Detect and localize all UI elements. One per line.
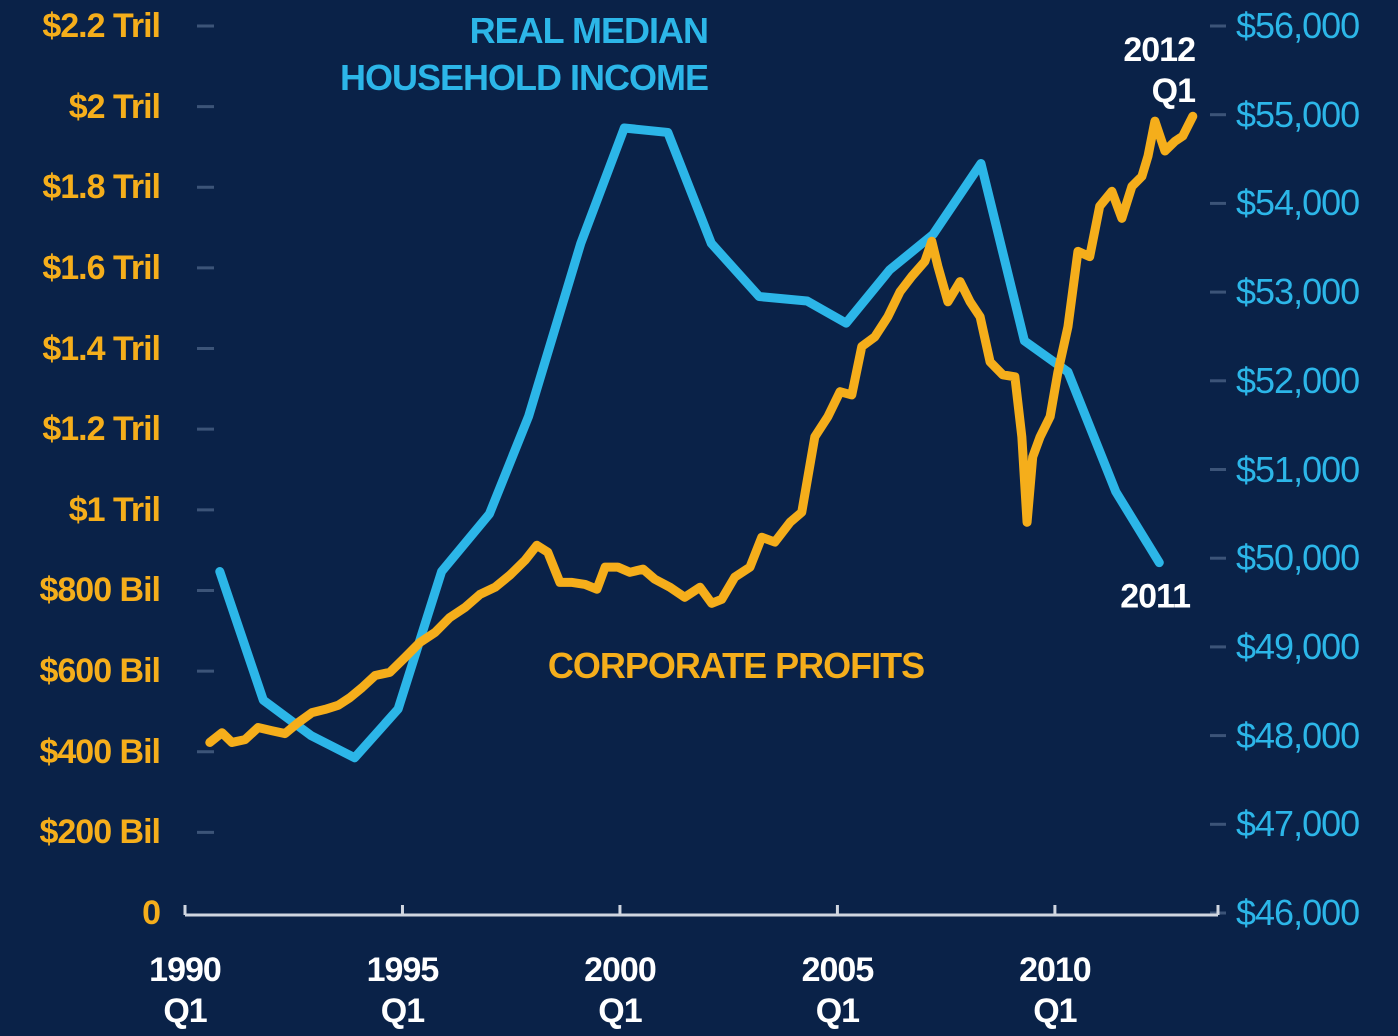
y-tick-label: $400 Bil [39,732,161,771]
y-tick-label: $1.4 Tril [42,329,161,368]
x-tick-label: 1990 Q1 [149,951,222,1030]
series-line [215,123,1164,763]
y-tick-label: $600 Bil [39,652,161,691]
x-tick-label: 2005 Q1 [801,951,875,1030]
y2-tick-label: $51,000 [1236,448,1360,490]
y-tick-label: $1.2 Tril [42,410,161,449]
y-tick-label: $1 Tril [68,490,161,529]
x-tick-label: 2000 Q1 [584,951,657,1030]
y-tick-label: $1.6 Tril [42,248,161,287]
y2-tick-label: $56,000 [1236,5,1360,46]
y-tick-label: 0 [142,894,161,932]
y2-tick-label: $50,000 [1236,537,1360,579]
series-label: CORPORATE PROFITS [547,645,925,686]
annotation: 2012 Q1 [1123,31,1196,110]
annotation: 2011 [1120,577,1191,616]
series-line [205,111,1198,747]
series-label: REAL MEDIAN HOUSEHOLD INCOME [339,10,709,98]
x-tick-label: 1995 Q1 [366,951,440,1030]
x-tick-label: 2010 Q1 [1019,951,1092,1030]
y-tick-label: $2 Tril [68,87,161,126]
y-tick-label: $1.8 Tril [42,168,161,207]
y2-tick-label: $52,000 [1236,359,1360,401]
y2-tick-label: $48,000 [1236,714,1360,756]
y2-tick-label: $53,000 [1236,271,1360,313]
y2-tick-label: $47,000 [1236,803,1360,845]
y2-tick-label: $49,000 [1236,625,1360,667]
y2-tick-label: $54,000 [1236,182,1360,224]
y-tick-label: $2.2 Tril [42,7,161,45]
y2-tick-label: $46,000 [1236,892,1360,933]
y-tick-label: $200 Bil [39,813,161,852]
y2-tick-label: $55,000 [1236,93,1360,135]
y-tick-label: $800 Bil [39,571,161,610]
